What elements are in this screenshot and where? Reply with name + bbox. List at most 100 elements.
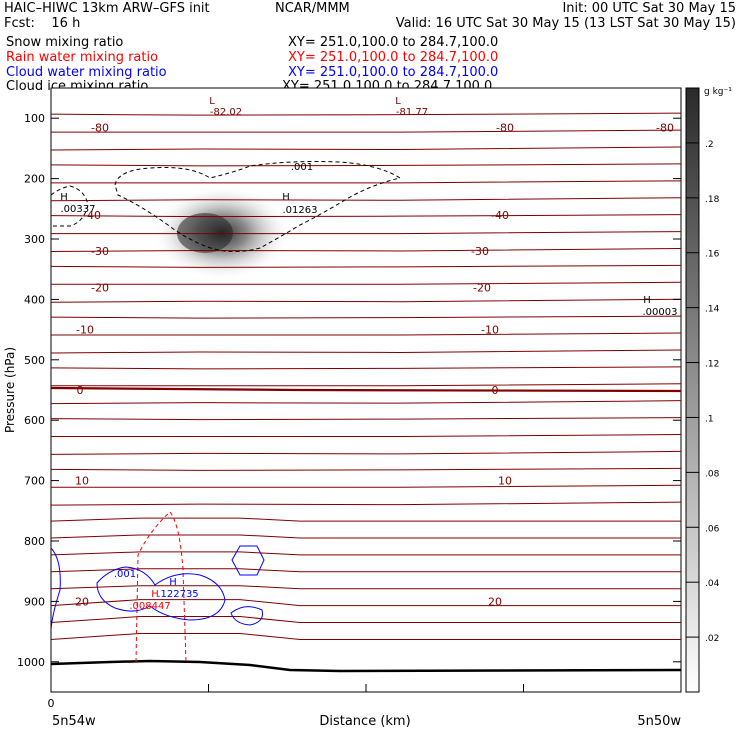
temperature-contour [51, 551, 681, 556]
x-endpoint-right: 5n50w [637, 714, 681, 729]
field-xy-cloud-water: XY= 251.0,100.0 to 284.7,100.0 [288, 65, 499, 80]
colorbar-tick-label: .04 [705, 579, 720, 589]
extremum-letter: H [151, 589, 159, 600]
contour-value-label: .001 [114, 569, 136, 580]
temperature-contour-label: -20 [473, 281, 491, 294]
temperature-contour [51, 247, 681, 252]
temperature-contour-label: -10 [481, 324, 499, 337]
colorbar-tick-label: .18 [705, 195, 720, 205]
institution-label: NCAR/MMM [275, 1, 350, 16]
cloud-water-contour [231, 545, 265, 576]
temperature-contour [51, 450, 681, 455]
colorbar-ticks: .2 .18 .16 .14 .12 .1 .08 .06 .04 .02 [686, 140, 720, 644]
extremum-value: .01263 [283, 205, 318, 216]
colorbar-tick-label: .08 [705, 469, 720, 479]
cloud-ice-contour [114, 161, 402, 252]
extremum-letter: H [282, 192, 290, 203]
extremum-letter: L [209, 96, 215, 107]
colorbar-tick-label: .2 [705, 140, 714, 150]
cloud-ice-contour-left [51, 185, 89, 227]
y-tick-label: 400 [24, 293, 45, 306]
temperature-contour-label: -80 [91, 121, 109, 134]
temperature-contour [51, 146, 681, 151]
temperature-contour [51, 163, 681, 167]
extremum-value: -81.77 [396, 107, 428, 118]
colorbar-unit: g kg⁻¹ [704, 87, 732, 97]
colorbar-tick-label: .02 [705, 634, 719, 644]
field-name-snow: Snow mixing ratio [6, 35, 124, 50]
colorbar-tick-label: .12 [705, 360, 719, 370]
y-tick-label: 900 [24, 595, 45, 608]
extremum-letter: H [169, 577, 177, 588]
zero-degree-contour [51, 386, 681, 393]
temperature-contour [51, 383, 681, 387]
extremum-value: .008447 [129, 601, 170, 612]
temperature-contour [51, 501, 681, 506]
temperature-contour [51, 332, 681, 336]
cloud-water-contour [51, 547, 61, 631]
contour-value-label: .001 [291, 162, 313, 173]
temperature-contour-label: -30 [91, 245, 109, 258]
temperature-contour [51, 129, 681, 133]
temperature-contour [51, 264, 681, 268]
temperature-contour-label: 20 [488, 595, 502, 608]
temperature-contour-label: -40 [491, 209, 509, 222]
temperature-contour-label: -80 [656, 121, 674, 134]
temperature-contour-label: 0 [77, 384, 84, 397]
temperature-contour-label: -40 [83, 209, 101, 222]
y-tick-label: 200 [24, 173, 45, 186]
temperature-contour [51, 632, 681, 640]
colorbar-tick-label: .1 [705, 414, 714, 424]
field-name-cloud-water: Cloud water mixing ratio [6, 65, 167, 80]
field-xy-snow: XY= 251.0,100.0 to 284.7,100.0 [288, 35, 499, 50]
temperature-contour-label: -80 [496, 121, 514, 134]
temperature-contour [51, 585, 681, 590]
extremum-value: .00337 [61, 204, 96, 215]
y-tick-label: 700 [24, 475, 45, 488]
x-tick-label: 0 [48, 697, 55, 710]
temperature-contour-label: 20 [75, 595, 89, 608]
valid-time: Valid: 16 UTC Sat 30 May 15 (13 LST Sat … [395, 16, 736, 31]
temperature-contour [51, 180, 681, 184]
temperature-contour [51, 417, 681, 421]
temperature-contour [51, 400, 681, 405]
colorbar-tick-label: .14 [705, 305, 720, 315]
temperature-contour-label: 0 [492, 384, 499, 397]
temperature-contour [51, 484, 681, 488]
temperature-contour [51, 281, 681, 285]
terrain-line [51, 659, 681, 673]
temperature-contour [51, 616, 681, 624]
temperature-contour [51, 315, 681, 319]
temperature-contour [51, 231, 681, 235]
cloud-water-contour [230, 606, 263, 626]
y-axis-label: Pressure (hPa) [3, 347, 17, 433]
colorbar-tick-label: .16 [705, 250, 720, 260]
temperature-contour [51, 599, 681, 607]
x-axis-label: Distance (km) [319, 714, 410, 729]
x-axis: 0 [48, 684, 682, 710]
temperature-contour-label: 10 [498, 475, 512, 488]
y-tick-label: 500 [24, 354, 45, 367]
y-tick-label: 100 [24, 112, 45, 125]
temperature-contour [51, 214, 681, 218]
temperature-contour-label: -30 [471, 245, 489, 258]
colorbar-tick-label: .06 [705, 524, 720, 534]
temperature-contour [51, 349, 681, 354]
temperature-contour [51, 197, 681, 202]
rain-water-contour [135, 511, 187, 663]
temperature-contour-label: -10 [76, 324, 94, 337]
temperature-contours [51, 112, 681, 640]
snow-shading-core [177, 213, 233, 253]
temperature-contour [51, 517, 681, 522]
field-name-rain: Rain water mixing ratio [6, 50, 159, 65]
temperature-contour [51, 534, 681, 539]
temperature-contour-label: 10 [75, 475, 89, 488]
y-tick-label: 300 [24, 233, 45, 246]
temperature-contour [51, 568, 681, 573]
plot-title: HAIC–HIWC 13km ARW–GFS init [4, 1, 210, 16]
temperature-contour [51, 467, 681, 471]
temperature-contour-label: -20 [91, 281, 109, 294]
y-tick-label: 600 [24, 414, 45, 427]
